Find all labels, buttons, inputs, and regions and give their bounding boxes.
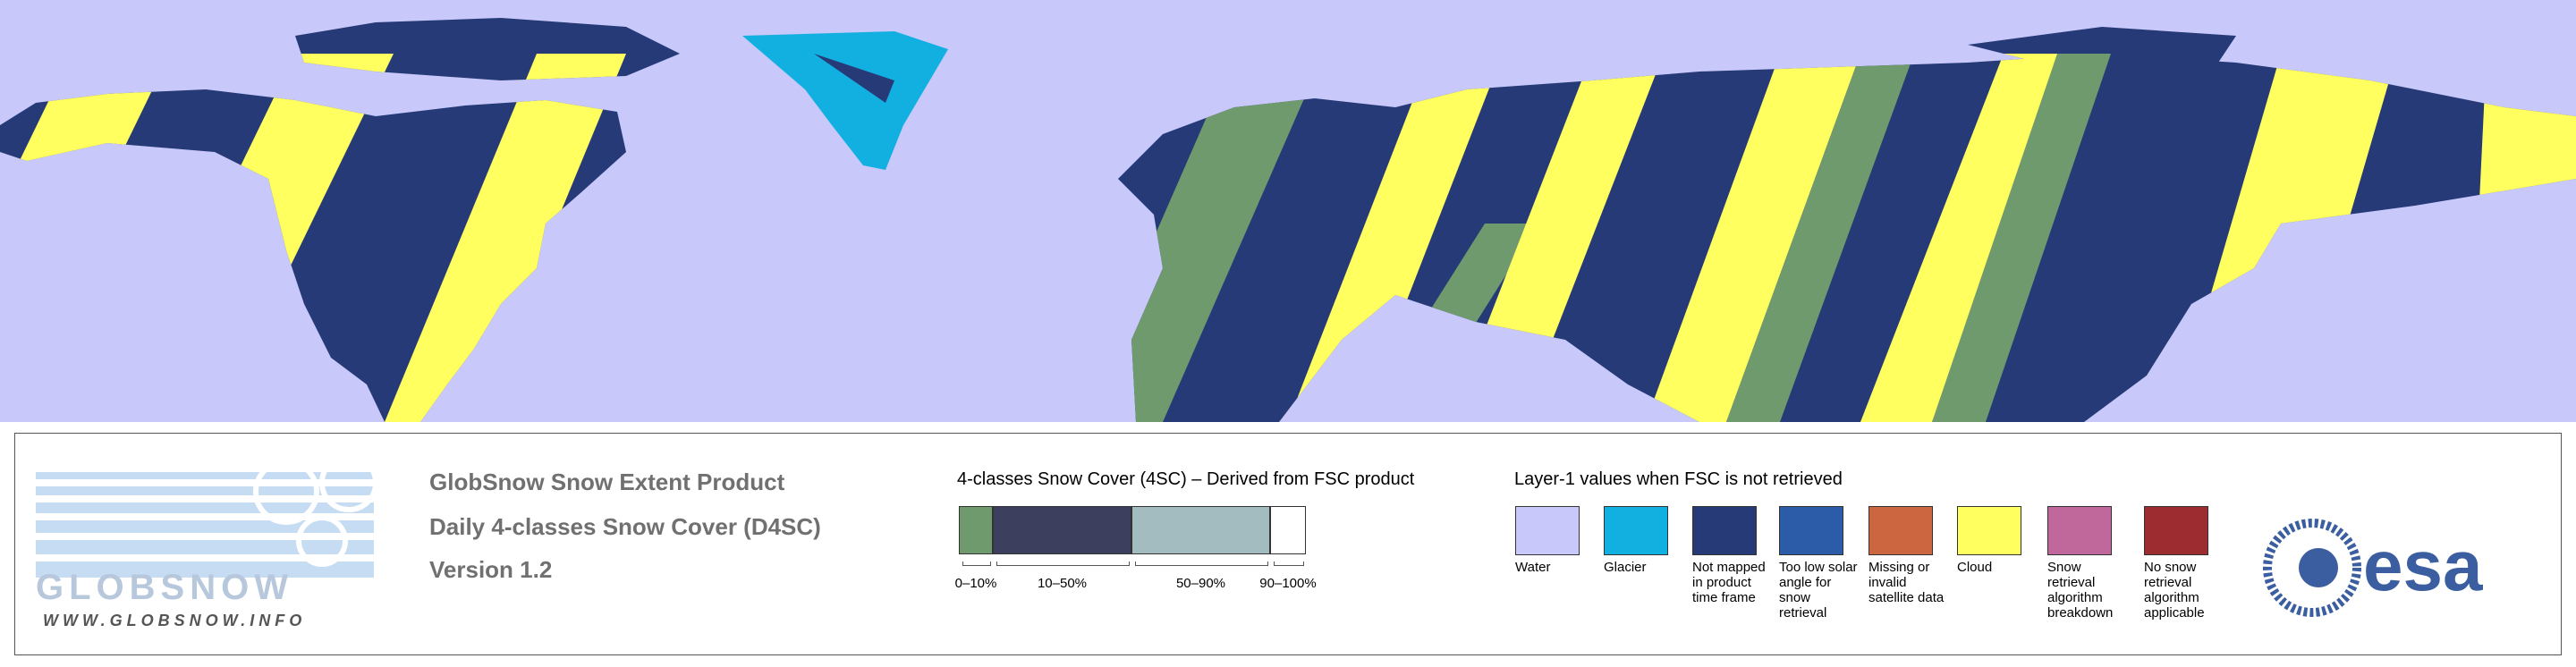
logo-url: WWW.GLOBSNOW.INFO bbox=[43, 612, 306, 629]
scale-title: 4-classes Snow Cover (4SC) – Derived fro… bbox=[957, 469, 1415, 489]
scale-label: 50–90% bbox=[1175, 576, 1226, 591]
scale-swatch bbox=[1131, 506, 1270, 554]
legend-label: Glacier bbox=[1604, 560, 1647, 575]
layer-title: Layer-1 values when FSC is not retrieved bbox=[1514, 469, 1843, 489]
legend-swatch bbox=[1515, 506, 1580, 555]
legend-swatch bbox=[2144, 506, 2208, 555]
legend-panel bbox=[14, 433, 2562, 655]
legend-swatch bbox=[1692, 506, 1757, 555]
product-title: GlobSnow Snow Extent Product bbox=[429, 469, 785, 495]
legend-swatch bbox=[1779, 506, 1843, 555]
legend-label: No snow retrieval algorithm applicable bbox=[2144, 560, 2205, 621]
scale-bracket bbox=[1274, 561, 1304, 566]
scale-label: 90–100% bbox=[1259, 576, 1317, 591]
globsnow-logo: GLOBSNOW WWW.GLOBSNOW.INFO bbox=[36, 453, 378, 629]
legend-label: Too low solar angle for snow retrieval bbox=[1779, 560, 1858, 621]
esa-logo: esa bbox=[2263, 519, 2483, 617]
scale-bracket bbox=[1135, 561, 1268, 566]
greenland bbox=[742, 31, 948, 170]
snow-map bbox=[0, 0, 2576, 422]
legend-label: Not mapped in product time frame bbox=[1692, 560, 1766, 605]
legend-label: Cloud bbox=[1957, 560, 1993, 575]
scale-label: 0–10% bbox=[954, 576, 997, 591]
scale-swatch bbox=[993, 506, 1131, 554]
greenland-shade bbox=[814, 54, 894, 103]
legend-swatch bbox=[1604, 506, 1668, 555]
product-version: Version 1.2 bbox=[429, 556, 553, 583]
legend-swatch bbox=[2047, 506, 2112, 555]
logo-wordmark: GLOBSNOW bbox=[36, 568, 293, 607]
scale-label: 10–50% bbox=[1037, 576, 1088, 591]
esa-wordmark: esa bbox=[2363, 526, 2483, 605]
scale-bracket bbox=[996, 561, 1130, 566]
legend-label: Missing or invalid satellite data bbox=[1868, 560, 1945, 605]
scale-bracket bbox=[962, 561, 991, 566]
scale-swatch bbox=[959, 506, 993, 554]
product-subtitle: Daily 4-classes Snow Cover (D4SC) bbox=[429, 513, 821, 540]
legend-label: Snow retrieval algorithm breakdown bbox=[2047, 560, 2114, 621]
legend-swatch bbox=[1957, 506, 2021, 555]
legend-label: Water bbox=[1515, 560, 1551, 575]
scale-swatch bbox=[1270, 506, 1306, 554]
legend-swatch bbox=[1868, 506, 1933, 555]
